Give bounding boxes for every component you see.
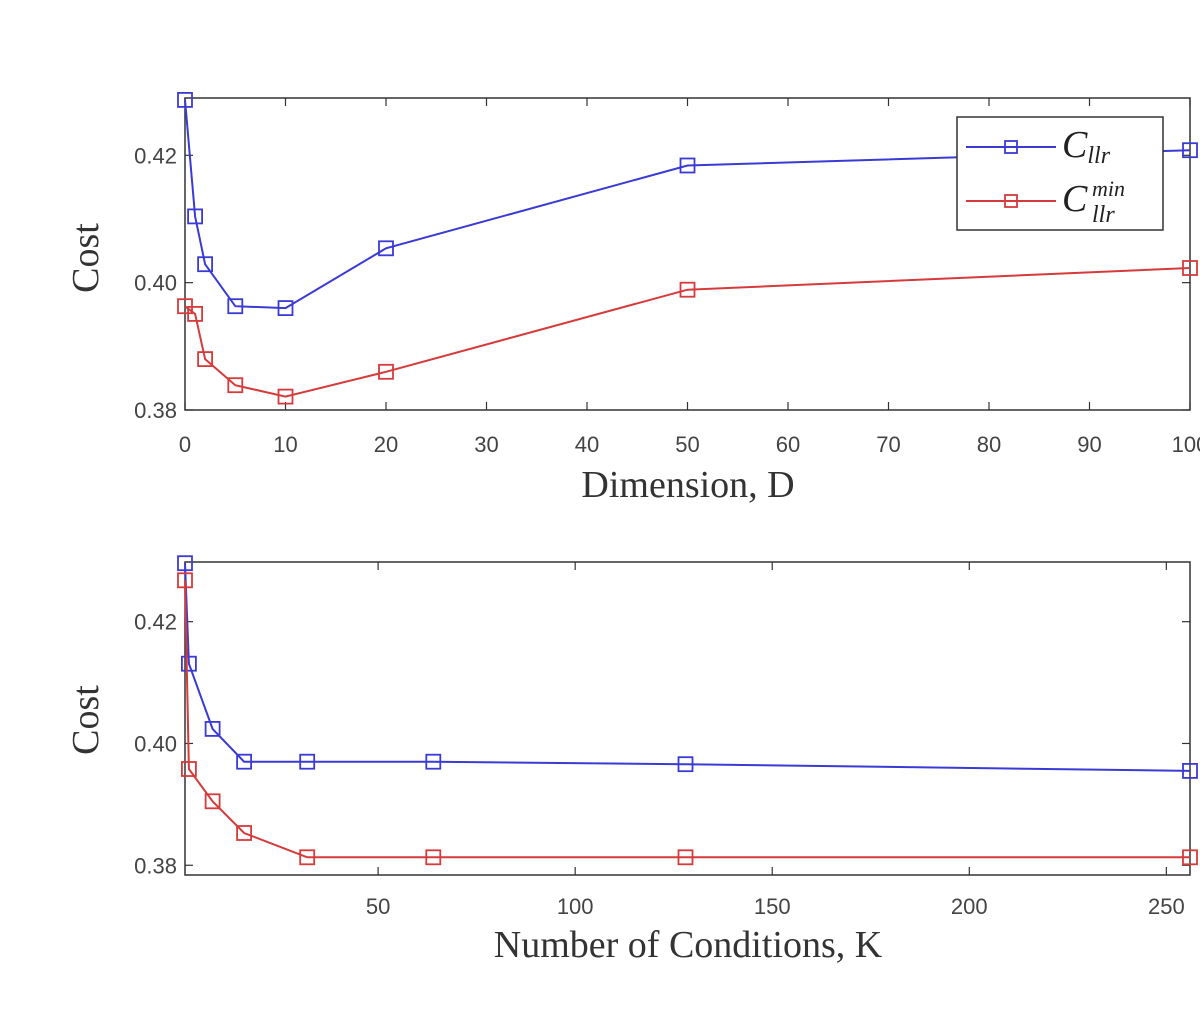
legend-marker-cllr: [1004, 140, 1018, 154]
data-point-cllr-min: [378, 363, 394, 380]
chart-dimension: 0 10 20 30 40 50 60 70 80 90 100 0.38 0.40 0.42 Dimen…: [65, 92, 1200, 506]
legend-label-cllr-sub: llr: [1087, 143, 1110, 169]
x-axis-title-conditions: Number of Conditions, K: [494, 924, 883, 966]
legend-box: [956, 116, 1164, 231]
x-tick-label: 70: [876, 432, 900, 457]
y-axis-title-dimension: Cost: [65, 223, 107, 293]
data-point-cllr-min: [299, 849, 316, 866]
data-point-cllr: [180, 655, 197, 672]
y-tick-label: 0.38: [134, 398, 177, 423]
data-point-cllr-min: [177, 572, 193, 589]
data-point-cllr-min: [277, 388, 294, 405]
data-point-cllr-min: [677, 849, 694, 866]
data-point-cllr-min: [187, 305, 204, 322]
series-layer-conditions: [177, 555, 1198, 866]
x-tick-label: 200: [951, 894, 988, 919]
x-axis-title-dimension: Dimension, D: [581, 464, 794, 506]
y-tick-label: 0.40: [134, 271, 177, 296]
legend-entry-cllr: Cllr: [966, 124, 1111, 169]
data-point-cllr-min: [1182, 849, 1198, 866]
chart-conditions: 50 100 150 200 250 0.38 0.40 0.42 Number of Con…: [65, 555, 1198, 966]
y-axis-title-conditions: Cost: [65, 685, 107, 755]
data-point-cllr: [277, 300, 294, 317]
axis-ticks-dimension: 0 10 20 30 40 50 60 70 80 90 100 0.38 0.40 0.42: [134, 98, 1200, 457]
x-tick-label: 100: [557, 894, 594, 919]
y-tick-label: 0.42: [134, 143, 177, 168]
data-point-cllr: [227, 298, 244, 315]
legend-label-cllr-min-sub-text: llr: [1092, 202, 1115, 228]
data-point-cllr: [1182, 763, 1198, 779]
plot-area-conditions: [184, 561, 1191, 876]
x-tick-label: 90: [1077, 432, 1101, 457]
y-axis-title-conditions-text: Cost: [65, 685, 107, 755]
data-point-cllr: [1182, 142, 1198, 159]
data-point-cllr-min: [204, 793, 221, 810]
data-point-cllr-min: [425, 849, 442, 866]
data-point-cllr: [177, 92, 193, 108]
data-point-cllr-min: [227, 377, 244, 394]
legend-entry-cllr-min: C min llr: [966, 176, 1125, 228]
legend-label-cllr-min-sub: llr: [1092, 202, 1115, 228]
data-point-cllr: [378, 240, 394, 257]
x-tick-label: 250: [1148, 894, 1185, 919]
x-tick-label: 10: [273, 432, 297, 457]
data-point-cllr-min: [236, 825, 253, 841]
legend-label-cllr-min-sup: min: [1092, 176, 1125, 201]
data-point-cllr-min: [180, 761, 197, 777]
plot-frame-conditions: [184, 561, 1191, 876]
x-tick-label: 30: [474, 432, 498, 457]
legend-label-cllr-min-sup-text: min: [1092, 176, 1125, 201]
x-tick-label: 50: [366, 894, 390, 919]
legend-label-cllr-main: C: [1062, 124, 1088, 166]
data-point-cllr: [677, 756, 694, 773]
data-point-cllr: [299, 753, 316, 770]
legend-marker-cllr-min: [1004, 194, 1018, 208]
y-tick-label: 0.40: [134, 731, 177, 756]
data-point-cllr: [197, 256, 214, 273]
x-tick-label: 150: [754, 894, 791, 919]
x-tick-label: 20: [374, 432, 398, 457]
x-tick-label: 40: [575, 432, 599, 457]
data-point-cllr: [177, 555, 193, 572]
x-tick-label: 0: [179, 432, 191, 457]
data-point-cllr: [679, 157, 696, 174]
data-point-cllr: [187, 208, 204, 225]
legend: Cllr C min llr: [956, 116, 1164, 231]
legend-label-cllr-min: C: [1062, 178, 1088, 220]
series-line-cllr: [184, 99, 1191, 310]
axis-ticks-conditions: 50 100 150 200 250 0.38 0.40 0.42: [134, 562, 1190, 919]
data-point-cllr-min: [1182, 260, 1198, 276]
x-tick-label: 50: [675, 432, 699, 457]
x-axis-title-conditions-text: Number of Conditions, K: [494, 924, 883, 966]
y-tick-label: 0.38: [134, 853, 177, 878]
x-tick-label: 60: [776, 432, 800, 457]
legend-label-cllr: Cllr: [1062, 124, 1111, 169]
legend-label-cllr-min-main: C: [1062, 178, 1088, 220]
data-point-cllr-min: [197, 351, 214, 368]
series-line-cllr: [184, 563, 1191, 772]
series-layer-dimension: [177, 92, 1198, 405]
data-point-cllr-min: [679, 281, 696, 298]
data-point-cllr: [236, 753, 253, 770]
y-tick-label: 0.42: [134, 610, 177, 635]
data-point-cllr: [204, 721, 221, 737]
x-axis-title-dimension-text: Dimension, D: [581, 464, 794, 506]
data-point-cllr: [425, 753, 442, 770]
series-line-cllr-min: [184, 580, 1190, 859]
x-tick-label: 80: [977, 432, 1001, 457]
x-tick-label: 100: [1172, 432, 1200, 457]
y-axis-title-dimension-text: Cost: [65, 223, 107, 293]
